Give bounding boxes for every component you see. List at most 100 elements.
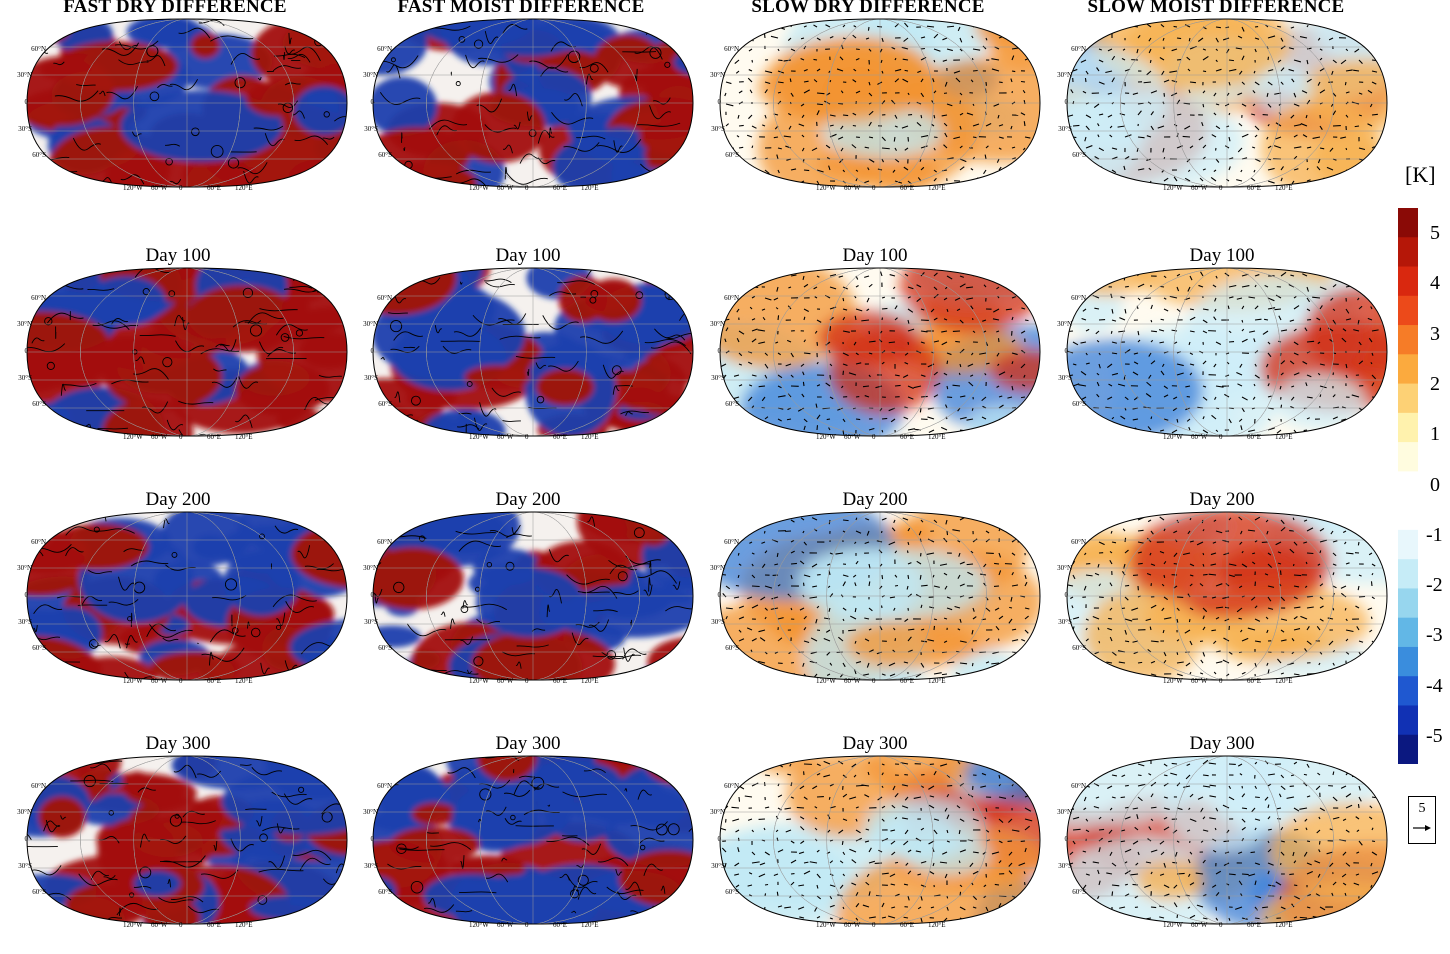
latitude-label: 60°S (1056, 400, 1086, 408)
latitude-label: 60°N (1056, 45, 1086, 53)
latitude-label: 30°S (695, 125, 725, 133)
longitude-label: 60°W (151, 184, 167, 192)
latitude-label: 60°N (362, 538, 392, 546)
colorbar-segment (1398, 296, 1418, 326)
latitude-label: 30°N (2, 71, 32, 79)
latitude-label: 30°S (695, 618, 725, 626)
latitude-label: 60°N (16, 782, 46, 790)
latitude-label: 30°N (348, 320, 378, 328)
longitude-label: 60°W (151, 433, 167, 441)
colorbar-tick-label: 1 (1430, 423, 1450, 446)
longitude-label: 120°W (816, 677, 836, 685)
latitude-label: 0 (344, 347, 374, 355)
latitude-label: 0 (344, 98, 374, 106)
latitude-label: 60°N (362, 294, 392, 302)
colorbar-segment (1398, 735, 1418, 764)
longitude-label: 0 (179, 677, 183, 685)
latitude-label: 30°S (695, 862, 725, 870)
latitude-label: 60°S (709, 888, 739, 896)
row-title-slow_moist-3: Day 300 (1122, 733, 1322, 755)
latitude-label: 0 (1038, 591, 1068, 599)
longitude-label: 0 (179, 184, 183, 192)
longitude-label: 120°W (123, 921, 143, 929)
colorbar-segment (1398, 471, 1418, 501)
colorbar-segment (1398, 559, 1418, 589)
longitude-label: 120°W (1163, 433, 1183, 441)
longitude-label: 60°W (844, 921, 860, 929)
latitude-label: 30°N (348, 808, 378, 816)
longitude-label: 0 (872, 921, 876, 929)
row-title-fast_moist-1: Day 100 (428, 245, 628, 267)
longitude-label: 60°W (497, 677, 513, 685)
colorbar-tick-label: -2 (1426, 574, 1446, 597)
latitude-label: 30°S (2, 862, 32, 870)
longitude-label: 60°W (844, 433, 860, 441)
latitude-label: 0 (0, 591, 28, 599)
longitude-label: 120°E (235, 921, 253, 929)
longitude-label: 0 (872, 433, 876, 441)
latitude-label: 0 (1038, 98, 1068, 106)
longitude-label: 120°W (469, 677, 489, 685)
column-title-fast-moist: FAST MOIST DIFFERENCE (351, 0, 691, 18)
longitude-label: 60°W (1191, 677, 1207, 685)
latitude-label: 0 (1038, 347, 1068, 355)
colorbar-segment (1398, 647, 1418, 677)
longitude-label: 120°E (581, 184, 599, 192)
latitude-label: 30°N (348, 564, 378, 572)
colorbar-tick-label: 5 (1430, 222, 1450, 245)
longitude-label: 120°W (469, 184, 489, 192)
longitude-label: 60°W (497, 921, 513, 929)
latitude-label: 60°S (362, 888, 392, 896)
longitude-label: 60°E (553, 433, 567, 441)
latitude-label: 60°N (16, 294, 46, 302)
latitude-label: 30°N (695, 71, 725, 79)
latitude-label: 0 (0, 835, 28, 843)
longitude-label: 120°E (1275, 433, 1293, 441)
colorbar-tick-label: 0 (1430, 474, 1450, 497)
latitude-label: 30°N (1042, 564, 1072, 572)
longitude-label: 60°W (151, 677, 167, 685)
row-title-slow_moist-1: Day 100 (1122, 245, 1322, 267)
longitude-label: 0 (1219, 433, 1223, 441)
latitude-label: 60°N (1056, 782, 1086, 790)
longitude-label: 0 (1219, 184, 1223, 192)
longitude-label: 60°W (497, 184, 513, 192)
longitude-label: 60°W (497, 433, 513, 441)
longitude-label: 120°E (928, 184, 946, 192)
latitude-label: 30°N (695, 808, 725, 816)
colorbar (1398, 208, 1418, 764)
longitude-label: 60°E (900, 677, 914, 685)
longitude-label: 0 (179, 921, 183, 929)
latitude-label: 60°S (709, 151, 739, 159)
colorbar-segment (1398, 618, 1418, 648)
latitude-label: 30°S (348, 862, 378, 870)
row-title-slow_dry-2: Day 200 (775, 489, 975, 511)
longitude-label: 0 (179, 433, 183, 441)
latitude-label: 30°N (2, 564, 32, 572)
colorbar-tick-label: -5 (1426, 725, 1446, 748)
row-title-fast_moist-2: Day 200 (428, 489, 628, 511)
longitude-label: 120°W (1163, 677, 1183, 685)
latitude-label: 60°S (16, 151, 46, 159)
longitude-label: 60°E (1247, 184, 1261, 192)
column-title-slow-moist: SLOW MOIST DIFFERENCE (1046, 0, 1386, 18)
longitude-label: 60°W (844, 184, 860, 192)
longitude-label: 60°W (844, 677, 860, 685)
latitude-label: 30°S (1042, 374, 1072, 382)
colorbar-segment (1398, 413, 1418, 443)
latitude-label: 30°N (2, 320, 32, 328)
vector-key: 5 (1408, 796, 1436, 844)
longitude-label: 60°E (1247, 921, 1261, 929)
latitude-label: 30°N (695, 320, 725, 328)
latitude-label: 60°S (709, 644, 739, 652)
longitude-label: 120°E (235, 677, 253, 685)
colorbar-segment (1398, 267, 1418, 297)
colorbar-segment (1398, 501, 1418, 531)
longitude-label: 120°W (1163, 921, 1183, 929)
latitude-label: 30°S (348, 374, 378, 382)
row-title-slow_moist-2: Day 200 (1122, 489, 1322, 511)
